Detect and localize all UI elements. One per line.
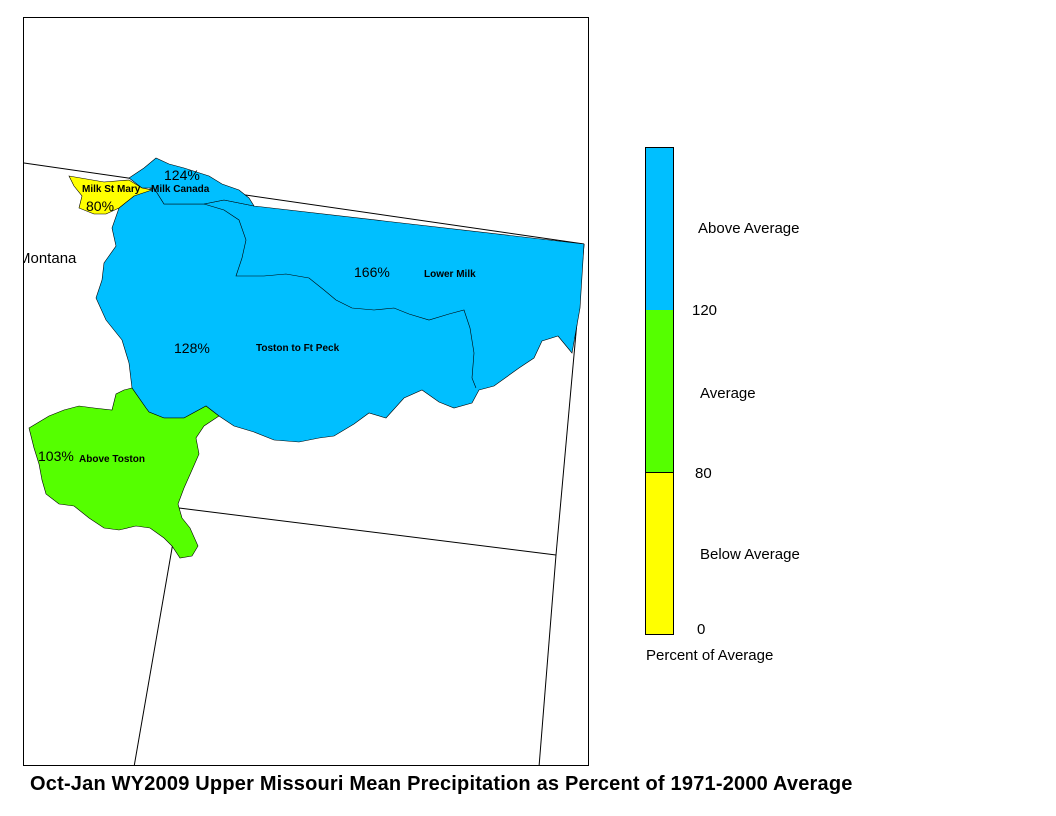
basin-above-toston[interactable]: [28, 387, 220, 559]
idaho-wyoming-border-line: [133, 507, 180, 765]
basin-percent-milk-canada: 124%: [164, 167, 200, 183]
basin-name-lower-milk: Lower Milk: [424, 269, 476, 280]
legend-swatch-below-average: [645, 473, 674, 635]
basin-milk-canada[interactable]: [128, 157, 255, 207]
basin-toston-to-ft-peck[interactable]: [95, 187, 585, 443]
legend-label-average: Average: [700, 385, 756, 402]
legend-break-80: 80: [695, 465, 712, 482]
legend-label-above-average: Above Average: [698, 220, 800, 237]
basin-percent-above-toston: 103%: [38, 448, 74, 464]
map-canvas: [24, 157, 585, 765]
basin-lower-milk[interactable]: [203, 203, 477, 389]
basin-name-toston-to-ft-peck: Toston to Ft Peck: [256, 343, 340, 354]
basin-percent-milk-st-mary: 80%: [86, 198, 115, 214]
legend-break-0: 0: [697, 621, 706, 638]
basin-percent-toston-to-ft-peck: 128%: [174, 340, 210, 356]
legend-break-120: 120: [692, 302, 718, 319]
legend-label-below-average: Below Average: [700, 546, 800, 563]
basin-name-milk-canada: Milk Canada: [151, 184, 210, 195]
map-frame: Montana 80% Milk St Mary 124% Milk Canad…: [23, 17, 589, 766]
legend-title: Percent of Average: [646, 647, 774, 664]
basin-milk-st-mary[interactable]: [68, 175, 154, 215]
page-title: Oct-Jan WY2009 Upper Missouri Mean Preci…: [30, 773, 853, 795]
wyoming-north-border-line: [178, 507, 557, 556]
dakota-border-line: [538, 554, 557, 765]
basin-name-milk-st-mary: Milk St Mary: [82, 184, 141, 195]
basin-percent-lower-milk: 166%: [354, 264, 390, 280]
state-label-montana: Montana: [23, 250, 77, 267]
northern-border-line: [24, 162, 585, 245]
basin-name-above-toston: Above Toston: [79, 454, 145, 465]
legend-swatch-above-average: [645, 147, 674, 311]
legend-swatch-average: [645, 310, 674, 473]
